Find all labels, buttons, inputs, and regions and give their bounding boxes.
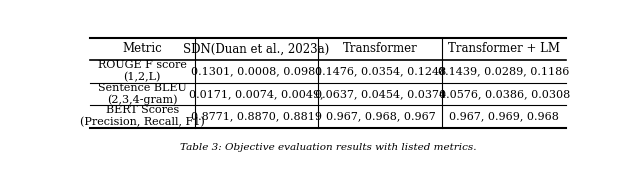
Text: 0.1301, 0.0008, 0.0981: 0.1301, 0.0008, 0.0981 (191, 66, 323, 76)
Text: 0.0637, 0.0454, 0.0374: 0.0637, 0.0454, 0.0374 (315, 89, 446, 99)
Text: 0.1439, 0.0289, 0.1186: 0.1439, 0.0289, 0.1186 (438, 66, 570, 76)
Text: Transformer: Transformer (343, 42, 418, 55)
Text: 0.967, 0.969, 0.968: 0.967, 0.969, 0.968 (449, 111, 559, 121)
Text: 0.0576, 0.0386, 0.0308: 0.0576, 0.0386, 0.0308 (438, 89, 570, 99)
Text: SDN(Duan et al., 2023a): SDN(Duan et al., 2023a) (184, 42, 330, 55)
Text: Sentence BLEU
(2,3,4-gram): Sentence BLEU (2,3,4-gram) (98, 83, 187, 105)
Text: 0.8771, 0.8870, 0.8819: 0.8771, 0.8870, 0.8819 (191, 111, 322, 121)
Text: 0.967, 0.968, 0.967: 0.967, 0.968, 0.967 (326, 111, 435, 121)
Text: 0.0171, 0.0074, 0.0049,: 0.0171, 0.0074, 0.0049, (189, 89, 324, 99)
Text: Table 3: Objective evaluation results with listed metrics.: Table 3: Objective evaluation results wi… (180, 144, 476, 153)
Text: Metric: Metric (122, 42, 162, 55)
Text: ROUGE F score
(1,2,L): ROUGE F score (1,2,L) (98, 60, 187, 82)
Text: 0.1476, 0.0354, 0.1248: 0.1476, 0.0354, 0.1248 (315, 66, 446, 76)
Text: Transformer + LM: Transformer + LM (448, 42, 560, 55)
Text: BERT Scores
(Precision, Recall, F1): BERT Scores (Precision, Recall, F1) (80, 105, 205, 127)
